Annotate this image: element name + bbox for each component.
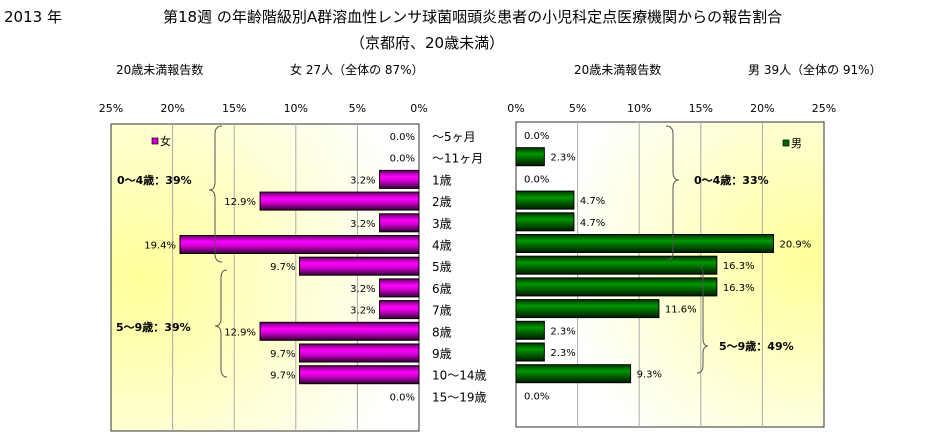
female-bar: [179, 235, 420, 254]
male-bar: [515, 212, 575, 232]
female-value-label: 0.0%: [390, 132, 415, 143]
female-value-label: 0.0%: [390, 392, 415, 403]
female-value-label: 9.7%: [270, 262, 295, 273]
brace-male-5-9: [696, 265, 709, 374]
category-label: 7歳: [432, 304, 452, 318]
female-bar: [259, 191, 420, 211]
x-tick-label-female: 20%: [160, 102, 184, 115]
male-value-label: 16.3%: [723, 283, 755, 294]
brace-female-5-9: [214, 269, 228, 378]
male-bar: [515, 190, 575, 210]
male-annotation-0-4: 0～4歳：33%: [694, 173, 769, 187]
category-label: 2歳: [432, 195, 452, 209]
category-label: ～11ヶ月: [432, 152, 483, 166]
category-label: 10～14歳: [432, 369, 487, 383]
female-value-label: 3.2%: [350, 219, 375, 230]
male-annotation-5-9: 5～9歳：49%: [719, 339, 794, 353]
category-label: 3歳: [432, 217, 452, 231]
female-bar: [379, 169, 420, 189]
category-label: 5歳: [432, 260, 452, 274]
female-bar: [298, 343, 420, 363]
x-tick-label-male: 10%: [627, 102, 651, 115]
female-legend-swatch: [151, 137, 159, 145]
male-legend-swatch: [782, 139, 790, 147]
male-bar: [515, 277, 718, 297]
x-tick-label-female: 25%: [99, 102, 123, 115]
female-bar: [379, 213, 420, 233]
chart-subtitle: （京都府、20歳未満）: [350, 34, 505, 52]
female-count-label: 20歳未満報告数: [116, 63, 204, 77]
male-bar: [515, 255, 718, 275]
female-legend-label: 女: [160, 134, 171, 148]
male-value-label: 0.0%: [524, 391, 549, 402]
female-value-label: 3.2%: [350, 175, 375, 186]
female-plot-area: [110, 123, 420, 432]
male-value-label: 4.7%: [580, 218, 605, 229]
male-value-label: 11.6%: [665, 305, 697, 316]
male-value-label: 20.9%: [779, 240, 811, 251]
x-tick-label-male: 25%: [812, 102, 836, 115]
male-value-label: 2.3%: [550, 326, 575, 337]
female-bar: [298, 365, 420, 385]
female-annotation-0-4: 0～4歳：39%: [117, 173, 192, 187]
male-value-label: 4.7%: [580, 196, 605, 207]
x-tick-label-female: 10%: [284, 102, 308, 115]
category-label: 6歳: [432, 282, 452, 296]
x-tick-label-male: 15%: [689, 102, 713, 115]
male-bar: [515, 299, 660, 319]
male-bar: [515, 234, 774, 253]
female-value-label: 9.7%: [270, 349, 295, 360]
male-count-label: 20歳未満報告数: [574, 63, 662, 77]
male-value-label: 2.3%: [550, 153, 575, 164]
female-value-label: 3.2%: [350, 284, 375, 295]
category-label: 4歳: [432, 239, 452, 253]
brace-female-0-4: [208, 125, 223, 263]
male-value-label: 0.0%: [524, 131, 549, 142]
female-bar: [259, 321, 420, 341]
female-value-label: 19.4%: [144, 241, 176, 252]
chart-title: 第18週 の年齢階級別A群溶血性レンサ球菌咽頭炎患者の小児科定点医療機関からの報…: [163, 8, 783, 26]
category-label: 1歳: [432, 173, 452, 187]
brace-male-0-4: [665, 125, 680, 261]
female-value-label: 3.2%: [350, 306, 375, 317]
male-legend-label: 男: [791, 137, 802, 150]
x-tick-label-male: 20%: [750, 102, 774, 115]
female-bar: [379, 300, 420, 320]
male-value-label: 0.0%: [524, 174, 549, 185]
male-bar: [515, 147, 545, 167]
category-label: 8歳: [432, 325, 452, 339]
male-bar: [515, 342, 545, 362]
category-label: ～5ヶ月: [432, 130, 476, 144]
year-label: 2013 年: [4, 8, 62, 26]
x-tick-label-female: 5%: [349, 102, 366, 115]
female-bar: [379, 278, 420, 298]
female-value-label: 12.9%: [224, 197, 256, 208]
category-label: 15～19歳: [432, 390, 487, 404]
x-tick-label-female: 0%: [410, 102, 427, 115]
female-value-label: 9.7%: [270, 371, 295, 382]
male-summary: 男 39人（全体の 91%）: [748, 63, 882, 77]
female-summary: 女 27人（全体の 87%）: [290, 63, 424, 77]
male-bar: [515, 320, 545, 340]
male-value-label: 9.3%: [637, 370, 662, 381]
male-value-label: 2.3%: [550, 348, 575, 359]
x-tick-label-male: 5%: [569, 102, 586, 115]
x-tick-label-female: 15%: [222, 102, 246, 115]
x-tick-label-male: 0%: [507, 102, 524, 115]
category-label: 9歳: [432, 347, 452, 361]
male-value-label: 16.3%: [723, 261, 755, 272]
female-value-label: 12.9%: [224, 327, 256, 338]
female-value-label: 0.0%: [390, 154, 415, 165]
female-bar: [298, 256, 420, 276]
male-bar: [515, 364, 632, 384]
female-annotation-5-9: 5～9歳：39%: [116, 320, 191, 334]
